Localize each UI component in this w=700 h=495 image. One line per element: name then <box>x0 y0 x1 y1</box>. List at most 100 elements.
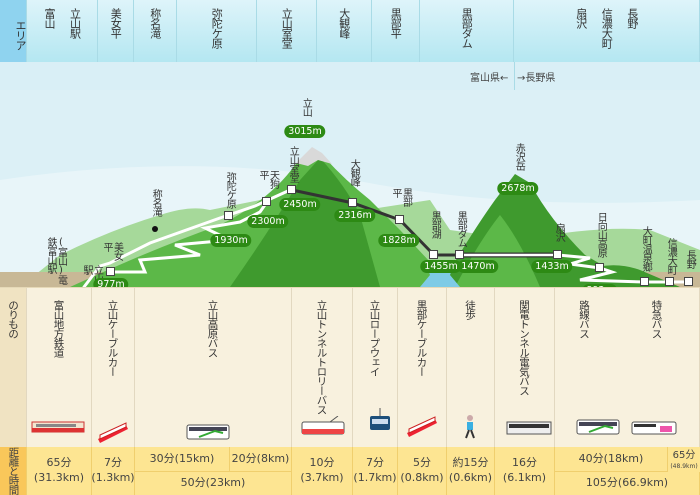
station-name: 大町温泉郷 <box>640 226 652 271</box>
vehicles-label-cell: のりもの <box>0 288 27 448</box>
vehicle-name: 立山ロープウェイ <box>368 300 381 376</box>
station-marker <box>640 277 649 286</box>
elevation-badge: 1470m <box>457 260 499 273</box>
vehicles-section: のりもの 富山地方鉄道 立山ケーブルカー 立山高原バス 立山トンネルトロリーバス 立山ロ… <box>0 287 700 448</box>
time-distance-cell: 40分(18km) <box>555 447 668 472</box>
vehicle-name: 関電トンネル電気バス <box>518 300 531 395</box>
tateyama-snow <box>296 147 332 166</box>
time-distance-cell: 7分 (1.3km) <box>91 447 135 495</box>
time-distance-cell: 5分 (0.8km) <box>398 447 447 495</box>
vehicle-column: 路線バス <box>555 288 615 448</box>
time-distance-cell: (48.9km) <box>670 462 698 470</box>
area-name: 扇沢 <box>574 8 588 28</box>
toyama-prefecture-label: 富山県← <box>470 73 509 84</box>
area-name: 大観峰 <box>337 8 351 38</box>
vehicle-column: 黒部ケーブルカー <box>398 288 447 448</box>
station-name: 立山室堂 <box>287 146 299 182</box>
area-column: 弥陀ケ原 <box>177 0 257 62</box>
time-distance-cell: 105分(66.9km) <box>555 472 700 495</box>
station-name: 美女平 <box>101 242 123 260</box>
time-distance-cell: 20分(8km) <box>230 447 292 472</box>
station-name: 大観峰 <box>348 159 360 186</box>
time-distance-cell: 30分(15km) <box>135 447 230 472</box>
vehicle-name: 徒歩 <box>464 300 477 319</box>
electric-bus-icon <box>505 416 561 446</box>
waterfall-marker <box>152 226 158 232</box>
area-name: 立山駅 <box>68 8 82 38</box>
time-distance-cell: 65分 (31.3km) <box>27 447 92 495</box>
vehicle-column: 立山高原バス <box>135 288 292 448</box>
elevation-badge: 2316m <box>334 209 376 222</box>
bus-icon <box>575 416 631 446</box>
time-distance-label-cell: 距離と時間 <box>0 447 27 495</box>
area-column: 黒部ダム <box>420 0 514 62</box>
station-name: (富山)電鉄富山駅 <box>45 237 67 284</box>
elevation-badge: 1828m <box>378 234 420 247</box>
area-column: 富山 立山駅 <box>27 0 98 62</box>
vehicles-row-label: のりもの <box>7 300 20 338</box>
area-column: 称名滝 <box>134 0 177 62</box>
express-bus-icon <box>630 416 686 446</box>
vehicle-name: 路線バス <box>578 300 591 338</box>
station-marker <box>665 277 674 286</box>
station-marker <box>106 267 115 276</box>
time-distance-cell: 65分 <box>672 449 696 461</box>
peak-elevation-badge: 3015m <box>284 125 326 138</box>
bus-road <box>82 188 291 287</box>
time-distance-cell: 50分(23km) <box>135 472 292 495</box>
time-distance-row: 距離と時間 65分 (31.3km) 7分 (1.3km) 30分(15km) 20分… <box>0 447 700 495</box>
station-marker <box>262 197 271 206</box>
walker-icon <box>462 414 518 444</box>
vehicle-name: 黒部ケーブルカー <box>415 300 428 376</box>
station-name: 弥陀ケ原 <box>224 172 236 208</box>
area-name: 黒部ダム <box>460 8 474 48</box>
peak-elevation-badge: 2678m <box>497 182 539 195</box>
route-map: (富山)電鉄富山駅立山駅475m美女平977m称名滝弥陀ケ原1930m天狗平23… <box>0 90 700 311</box>
time-distance-cell: 7分 (1.7km) <box>353 447 398 495</box>
peak-name: 赤沢岳 <box>513 143 525 170</box>
elevation-badge: 2450m <box>279 198 321 211</box>
bus-icon <box>185 421 241 451</box>
nagano-road <box>557 253 689 284</box>
area-column: 美女平 <box>98 0 134 62</box>
train-icon <box>30 416 86 446</box>
station-name: 黒部湖 <box>429 211 441 238</box>
area-name: 立山室堂 <box>280 8 294 48</box>
station-marker <box>287 185 296 194</box>
area-name: 信濃大町 <box>600 8 614 48</box>
station-name: 扇沢 <box>553 223 565 241</box>
vehicle-name: 富山地方鉄道 <box>52 300 65 357</box>
vehicle-column: 立山トンネルトロリーバス <box>292 288 353 448</box>
vehicle-column: 徒歩 <box>447 288 495 448</box>
station-marker <box>429 250 438 259</box>
station-marker <box>224 211 233 220</box>
area-column: 扇沢 信濃大町 長野 <box>514 0 700 62</box>
vehicle-name: 立山ケーブルカー <box>106 300 119 376</box>
station-marker <box>395 215 404 224</box>
station-name: 信濃大町 <box>665 238 677 274</box>
area-column: 黒部平 <box>372 0 420 62</box>
station-name: 黒部ダム <box>455 211 467 247</box>
area-name: 弥陀ケ原 <box>210 8 224 48</box>
vehicle-column: 関電トンネル電気バス <box>495 288 555 448</box>
trolley-bus-icon <box>300 415 356 446</box>
station-name: 称名滝 <box>150 189 162 216</box>
peak-name: 立山 <box>300 98 312 116</box>
elevation-badge: 1455m <box>420 260 462 273</box>
area-name: 富山 <box>43 8 56 28</box>
time-distance-label: 距離と時間 <box>7 447 20 495</box>
station-marker <box>595 263 604 272</box>
prefecture-divider <box>514 62 515 90</box>
tateyama-mountain-shade <box>230 158 380 287</box>
elevation-badge: 1930m <box>210 234 252 247</box>
vehicle-name: 立山トンネルトロリーバス <box>315 300 328 414</box>
station-marker <box>684 277 693 286</box>
station-name: 立山駅 <box>81 265 103 283</box>
time-distance-cell: 16分 (6.1km) <box>495 447 555 495</box>
station-marker <box>553 250 562 259</box>
area-column: 大観峰 <box>317 0 372 62</box>
area-label: エリア <box>0 0 27 62</box>
cable-car-icon <box>96 421 152 451</box>
area-name: 黒部平 <box>389 8 403 38</box>
cable-car-icon <box>405 415 461 445</box>
